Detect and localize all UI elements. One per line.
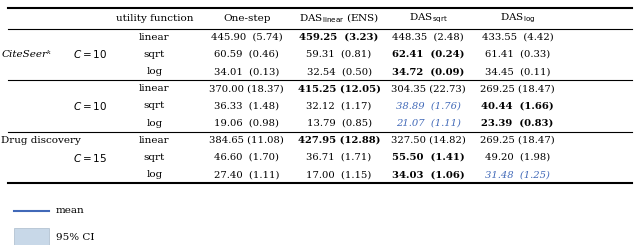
- Text: 27.40  (1.11): 27.40 (1.11): [214, 170, 280, 179]
- Text: 34.72  (0.09): 34.72 (0.09): [392, 67, 465, 76]
- Text: One-step: One-step: [223, 14, 271, 23]
- Text: 19.06  (0.98): 19.06 (0.98): [214, 119, 279, 128]
- Text: 38.89  (1.76): 38.89 (1.76): [396, 101, 461, 110]
- Text: linear: linear: [139, 33, 170, 42]
- Text: 427.95 (12.88): 427.95 (12.88): [298, 136, 380, 145]
- Text: log: log: [146, 119, 163, 128]
- Text: 95% CI: 95% CI: [56, 233, 94, 242]
- Text: linear: linear: [139, 136, 170, 145]
- Text: 49.20  (1.98): 49.20 (1.98): [485, 153, 550, 162]
- Text: 32.54  (0.50): 32.54 (0.50): [307, 67, 372, 76]
- Text: $C = 15$: $C = 15$: [74, 151, 108, 163]
- Text: 36.71  (1.71): 36.71 (1.71): [307, 153, 372, 162]
- Text: 59.31  (0.81): 59.31 (0.81): [307, 50, 372, 59]
- Text: 40.44  (1.66): 40.44 (1.66): [481, 101, 554, 110]
- Text: sqrt: sqrt: [144, 50, 165, 59]
- Text: utility function: utility function: [116, 14, 193, 23]
- Text: 445.90  (5.74): 445.90 (5.74): [211, 33, 283, 42]
- Text: $C = 10$: $C = 10$: [74, 49, 108, 61]
- Text: 34.03  (1.06): 34.03 (1.06): [392, 170, 465, 179]
- Bar: [14, 228, 49, 245]
- Text: 269.25 (18.47): 269.25 (18.47): [480, 136, 555, 145]
- Text: 21.07  (1.11): 21.07 (1.11): [396, 119, 461, 128]
- Text: 304.35 (22.73): 304.35 (22.73): [391, 84, 466, 93]
- Text: DAS$_{\rm log}$: DAS$_{\rm log}$: [500, 12, 535, 25]
- Text: DAS$_{\rm linear}$ (ENS): DAS$_{\rm linear}$ (ENS): [299, 11, 380, 25]
- Text: 17.00  (1.15): 17.00 (1.15): [307, 170, 372, 179]
- Text: 384.65 (11.08): 384.65 (11.08): [209, 136, 284, 145]
- Text: sqrt: sqrt: [144, 153, 165, 162]
- Text: 415.25 (12.05): 415.25 (12.05): [298, 84, 381, 93]
- Text: 61.41  (0.33): 61.41 (0.33): [485, 50, 550, 59]
- Text: 23.39  (0.83): 23.39 (0.83): [481, 119, 554, 128]
- Text: linear: linear: [139, 84, 170, 93]
- Text: DAS$_{\rm sqrt}$: DAS$_{\rm sqrt}$: [409, 12, 448, 25]
- Text: log: log: [146, 67, 163, 76]
- Text: log: log: [146, 170, 163, 179]
- Text: 31.48  (1.25): 31.48 (1.25): [485, 170, 550, 179]
- Text: 269.25 (18.47): 269.25 (18.47): [480, 84, 555, 93]
- Text: 34.01  (0.13): 34.01 (0.13): [214, 67, 280, 76]
- Text: 433.55  (4.42): 433.55 (4.42): [482, 33, 554, 42]
- Text: 46.60  (1.70): 46.60 (1.70): [214, 153, 279, 162]
- Text: 32.12  (1.17): 32.12 (1.17): [307, 101, 372, 110]
- Text: 459.25  (3.23): 459.25 (3.23): [300, 33, 379, 42]
- Text: 448.35  (2.48): 448.35 (2.48): [392, 33, 464, 42]
- Text: 327.50 (14.82): 327.50 (14.82): [391, 136, 466, 145]
- Text: 36.33  (1.48): 36.33 (1.48): [214, 101, 279, 110]
- Text: 34.45  (0.11): 34.45 (0.11): [484, 67, 550, 76]
- Text: sqrt: sqrt: [144, 101, 165, 110]
- Text: 60.59  (0.46): 60.59 (0.46): [214, 50, 279, 59]
- Text: mean: mean: [56, 206, 84, 215]
- Text: CiteSeerᵏ: CiteSeerᵏ: [1, 50, 51, 59]
- Text: Drug discovery: Drug discovery: [1, 136, 81, 145]
- Text: 370.00 (18.37): 370.00 (18.37): [209, 84, 284, 93]
- Text: 13.79  (0.85): 13.79 (0.85): [307, 119, 372, 128]
- Text: 62.41  (0.24): 62.41 (0.24): [392, 50, 465, 59]
- Text: 55.50  (1.41): 55.50 (1.41): [392, 153, 465, 162]
- Text: $C = 10$: $C = 10$: [74, 100, 108, 112]
